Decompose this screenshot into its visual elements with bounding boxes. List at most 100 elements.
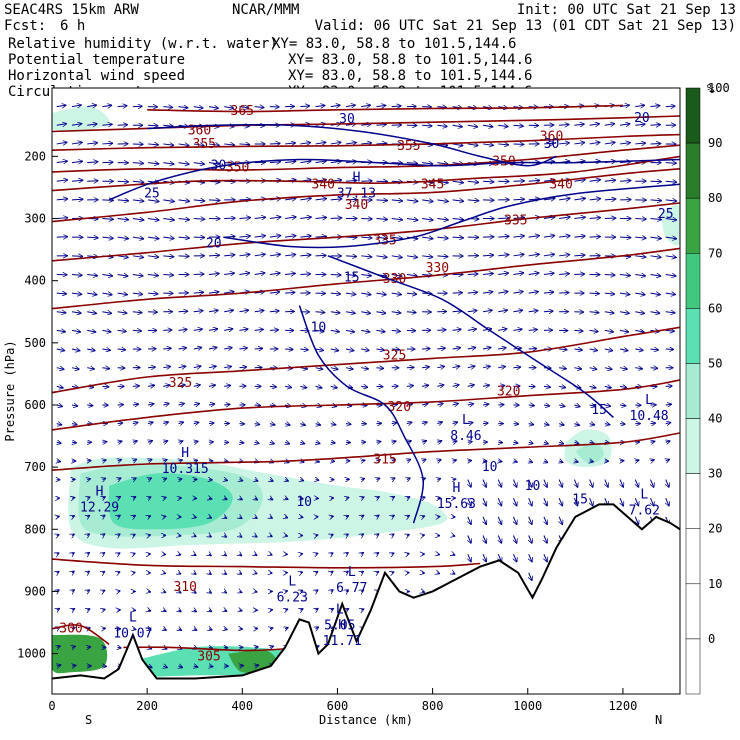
vector-arrow: [452, 237, 464, 238]
vector-arrow: [498, 218, 509, 219]
vector-arrow: [316, 480, 319, 481]
vector-arrow: [178, 200, 190, 201]
vector-arrow: [345, 105, 355, 107]
vector-arrow: [118, 497, 121, 499]
vector-arrow: [528, 405, 535, 406]
vector-arrow: [665, 256, 677, 258]
vector-arrow: [270, 628, 273, 629]
theta-contour: [52, 133, 680, 151]
vector-arrow: [620, 498, 623, 506]
vector-arrow: [574, 236, 585, 237]
vector-arrow: [422, 497, 425, 498]
vector-arrow: [331, 516, 334, 517]
vector-arrow: [635, 312, 644, 314]
vector-arrow: [163, 573, 165, 574]
vector-arrow: [102, 609, 105, 610]
vector-arrow: [635, 460, 639, 461]
vector-arrow: [392, 553, 394, 554]
vector-arrow: [376, 219, 387, 220]
vector-arrow: [589, 330, 599, 331]
vector-arrow: [87, 497, 90, 498]
theta-label: 345: [421, 177, 444, 192]
vector-arrow: [255, 665, 259, 666]
vector-arrow: [87, 330, 96, 332]
vector-arrow: [254, 236, 266, 238]
theta-label: 340: [345, 198, 368, 213]
theta-label: 365: [231, 104, 254, 119]
y-axis-label: Pressure (hPa): [3, 340, 17, 441]
vector-arrow: [57, 442, 61, 443]
y-tick-label: 700: [24, 460, 46, 474]
vector-arrow: [194, 610, 197, 612]
vector-arrow: [574, 498, 577, 506]
vector-arrow: [604, 405, 611, 406]
vector-arrow: [467, 125, 478, 127]
vector-arrow: [482, 347, 491, 349]
colorbar-swatch: [685, 308, 701, 364]
vector-arrow: [482, 423, 488, 424]
extremum-type: L: [462, 413, 470, 428]
vector-arrow: [300, 161, 311, 163]
vector-arrow: [437, 403, 443, 405]
vector-arrow: [574, 198, 585, 200]
vector-arrow: [163, 441, 167, 443]
vector-arrow: [316, 461, 320, 462]
vector-arrow: [179, 629, 182, 631]
vector-arrow: [589, 218, 601, 219]
vector-arrow: [87, 293, 97, 295]
theta-contour: [52, 168, 680, 223]
vector-arrow: [635, 143, 645, 144]
vector-arrow: [117, 423, 123, 424]
vector-arrow: [437, 441, 441, 443]
vector-arrow: [254, 273, 265, 275]
theta-label: 320: [497, 384, 520, 399]
vector-arrow: [239, 666, 243, 667]
vector-arrow: [148, 200, 159, 202]
vector-arrow: [498, 385, 504, 386]
vector-arrow: [270, 480, 273, 482]
vector-arrow: [315, 217, 327, 218]
vector-arrow: [178, 403, 185, 405]
vector-arrow: [467, 329, 477, 331]
vector-arrow: [71, 161, 83, 162]
vector-arrow: [194, 441, 198, 442]
vector-arrow: [361, 571, 363, 573]
vector-arrow: [224, 404, 230, 405]
colorbar-tick-label: 20: [708, 522, 722, 536]
vector-arrow: [285, 498, 288, 499]
vector-arrow: [468, 516, 471, 525]
vector-arrow: [650, 237, 662, 238]
vector-arrow: [482, 366, 490, 368]
vector-arrow: [452, 348, 461, 349]
vector-arrow: [102, 386, 108, 387]
vector-arrow: [406, 312, 416, 313]
rh-colorbar: % 0 10 20 30 40 50 60 70 80 90 100: [685, 81, 730, 695]
vector-arrow: [163, 478, 166, 479]
rh-region: [108, 473, 233, 530]
vector-arrow: [57, 571, 59, 572]
colorbar-unit: %: [707, 82, 715, 96]
vector-arrow: [635, 349, 643, 350]
vector-arrow: [254, 405, 261, 406]
vector-arrow: [559, 217, 570, 219]
y-tick-label: 800: [24, 522, 46, 536]
vector-arrow: [452, 385, 459, 387]
vector-arrow: [391, 274, 402, 276]
vector-arrow: [209, 666, 213, 667]
vector-arrow: [376, 460, 380, 461]
vector-arrow: [635, 256, 646, 257]
vector-arrow: [620, 479, 623, 488]
vector-arrow: [574, 255, 585, 256]
vector-arrow: [604, 274, 615, 275]
vector-arrow: [391, 256, 403, 258]
vector-arrow: [239, 367, 246, 368]
vector-arrow: [559, 386, 565, 387]
vector-arrow: [498, 329, 507, 331]
vector-arrow: [543, 198, 555, 200]
vector-arrow: [285, 217, 296, 219]
vector-arrow: [71, 105, 81, 107]
vector-arrow: [437, 330, 446, 331]
vector-arrow: [406, 386, 413, 387]
vector-arrow: [300, 368, 307, 369]
vector-arrow: [179, 666, 183, 667]
